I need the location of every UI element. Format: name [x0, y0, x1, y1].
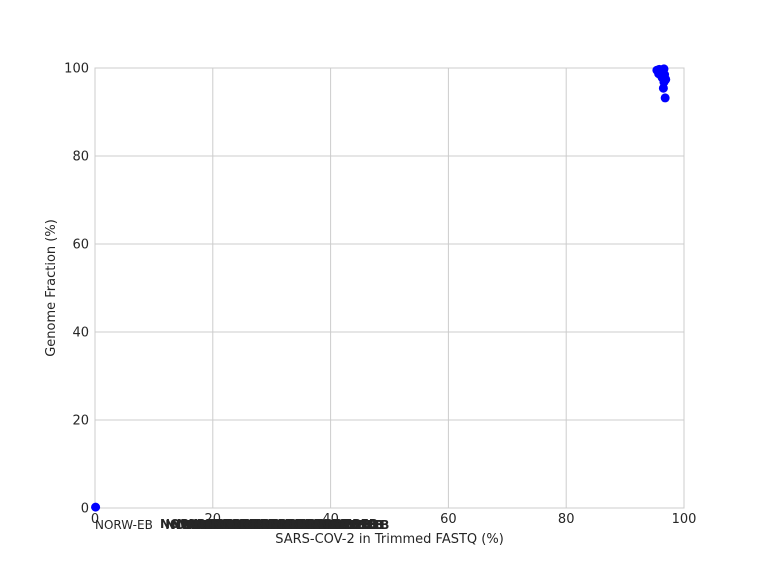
point-label-overlap: NORW-EB	[182, 518, 247, 532]
point-label-overlap: NORW-EB	[165, 518, 230, 532]
point-label-overlap: NORW-EB	[279, 518, 344, 532]
point-label: NORW-EB	[95, 518, 153, 532]
point-label-overlap: NORW-EB	[200, 518, 265, 532]
point-label-overlap: NORW-EB	[302, 518, 367, 532]
point-label-overlap: NORW-EB	[325, 518, 390, 532]
point-label-overlap: NORW-EB	[171, 518, 236, 532]
point-label-overlap: NORW-EB	[194, 518, 259, 532]
point-label-overlap: NORW-EB	[285, 518, 350, 532]
y-tick-label: 20	[72, 414, 89, 429]
data-point	[91, 502, 101, 512]
point-label-overlap: NORW-EB	[188, 518, 253, 532]
grid-lines	[94, 67, 685, 509]
point-label-overlap: NORW-EB	[320, 518, 385, 532]
y-tick-label: 40	[72, 326, 89, 341]
point-label-overlap: NORW-EB	[216, 518, 281, 532]
point-label-overlap: NORW-EB	[206, 517, 271, 531]
point-label-overlap: NORW-EB	[251, 517, 316, 531]
point-label-overlap: NORW-EB	[307, 518, 372, 532]
point-label-overlap: NORW-EB	[234, 518, 299, 532]
point-label-overlap: NORW-EB	[262, 518, 327, 532]
data-points	[91, 64, 671, 512]
y-axis-label: Genome Fraction (%)	[44, 219, 59, 357]
y-tick-label: 60	[72, 238, 89, 253]
point-label-overlap: NORW-EB	[228, 518, 293, 532]
overlapping-point-labels: NORW-EB NORW-EBNORW-EBNORW-EBNORW-EBNORW-…	[95, 517, 389, 532]
point-label-overlap: NORW-EB	[319, 518, 384, 532]
data-point	[658, 83, 668, 93]
point-label-overlap: NORW-EB	[183, 518, 248, 532]
point-label-overlap: NORW-EB	[171, 518, 236, 532]
point-label-overlap: NORW-EB	[211, 518, 276, 532]
point-label-overlap: NORW-EB	[177, 517, 242, 531]
point-label-overlap: NORW-EB	[291, 518, 356, 532]
y-axis-ticks: 0 20 40 60 80 100	[64, 62, 89, 517]
x-axis-label: SARS-COV-2 in Trimmed FASTQ (%)	[275, 532, 504, 547]
point-label-overlap: NORW-EB	[285, 517, 350, 531]
x-axis-ticks: 0 20 40 60 80 100	[91, 512, 697, 527]
point-label-overlap: NORW-EB	[228, 518, 293, 532]
point-label-overlap: NORW-EB	[160, 517, 225, 531]
x-tick-label: 100	[672, 512, 697, 527]
plot-frame	[94, 67, 685, 509]
point-label-overlap: NORW-EB	[239, 517, 304, 531]
y-tick-label: 80	[72, 150, 89, 165]
x-tick-label: 60	[440, 512, 457, 527]
point-label-overlap: NORW-EB	[263, 518, 328, 532]
point-label-overlap: NORW-EB	[193, 517, 258, 531]
point-label-overlap: NORW-EB	[274, 518, 339, 532]
point-label-overlap: NORW-EB	[245, 518, 310, 532]
point-label-overlap: NORW-EB	[250, 518, 315, 532]
x-tick-label: 80	[558, 512, 575, 527]
point-label-overlap: NORW-EB	[257, 518, 322, 532]
point-label-overlap: NORW-EB	[268, 517, 333, 531]
x-tick-label: 20	[205, 512, 222, 527]
point-label-overlap: NORW-EB	[240, 518, 305, 532]
y-tick-label: 0	[81, 502, 89, 517]
point-label-overlap: NORW-EB	[297, 517, 362, 531]
point-label-overlap: NORW-EB	[222, 517, 287, 531]
point-label-overlap: NORW-EB	[308, 518, 373, 532]
point-label-overlap: NORW-EB	[205, 518, 270, 532]
point-label-overlap: NORW-EB	[296, 518, 361, 532]
point-label-overlap: NORW-EB	[217, 518, 282, 532]
y-tick-label: 100	[64, 62, 89, 77]
point-label-overlap: NORW-EB	[273, 518, 338, 532]
point-label-overlap: NORW-EB	[314, 517, 379, 531]
x-tick-label: 0	[91, 512, 99, 527]
x-tick-label: 40	[322, 512, 339, 527]
data-point	[660, 93, 670, 103]
